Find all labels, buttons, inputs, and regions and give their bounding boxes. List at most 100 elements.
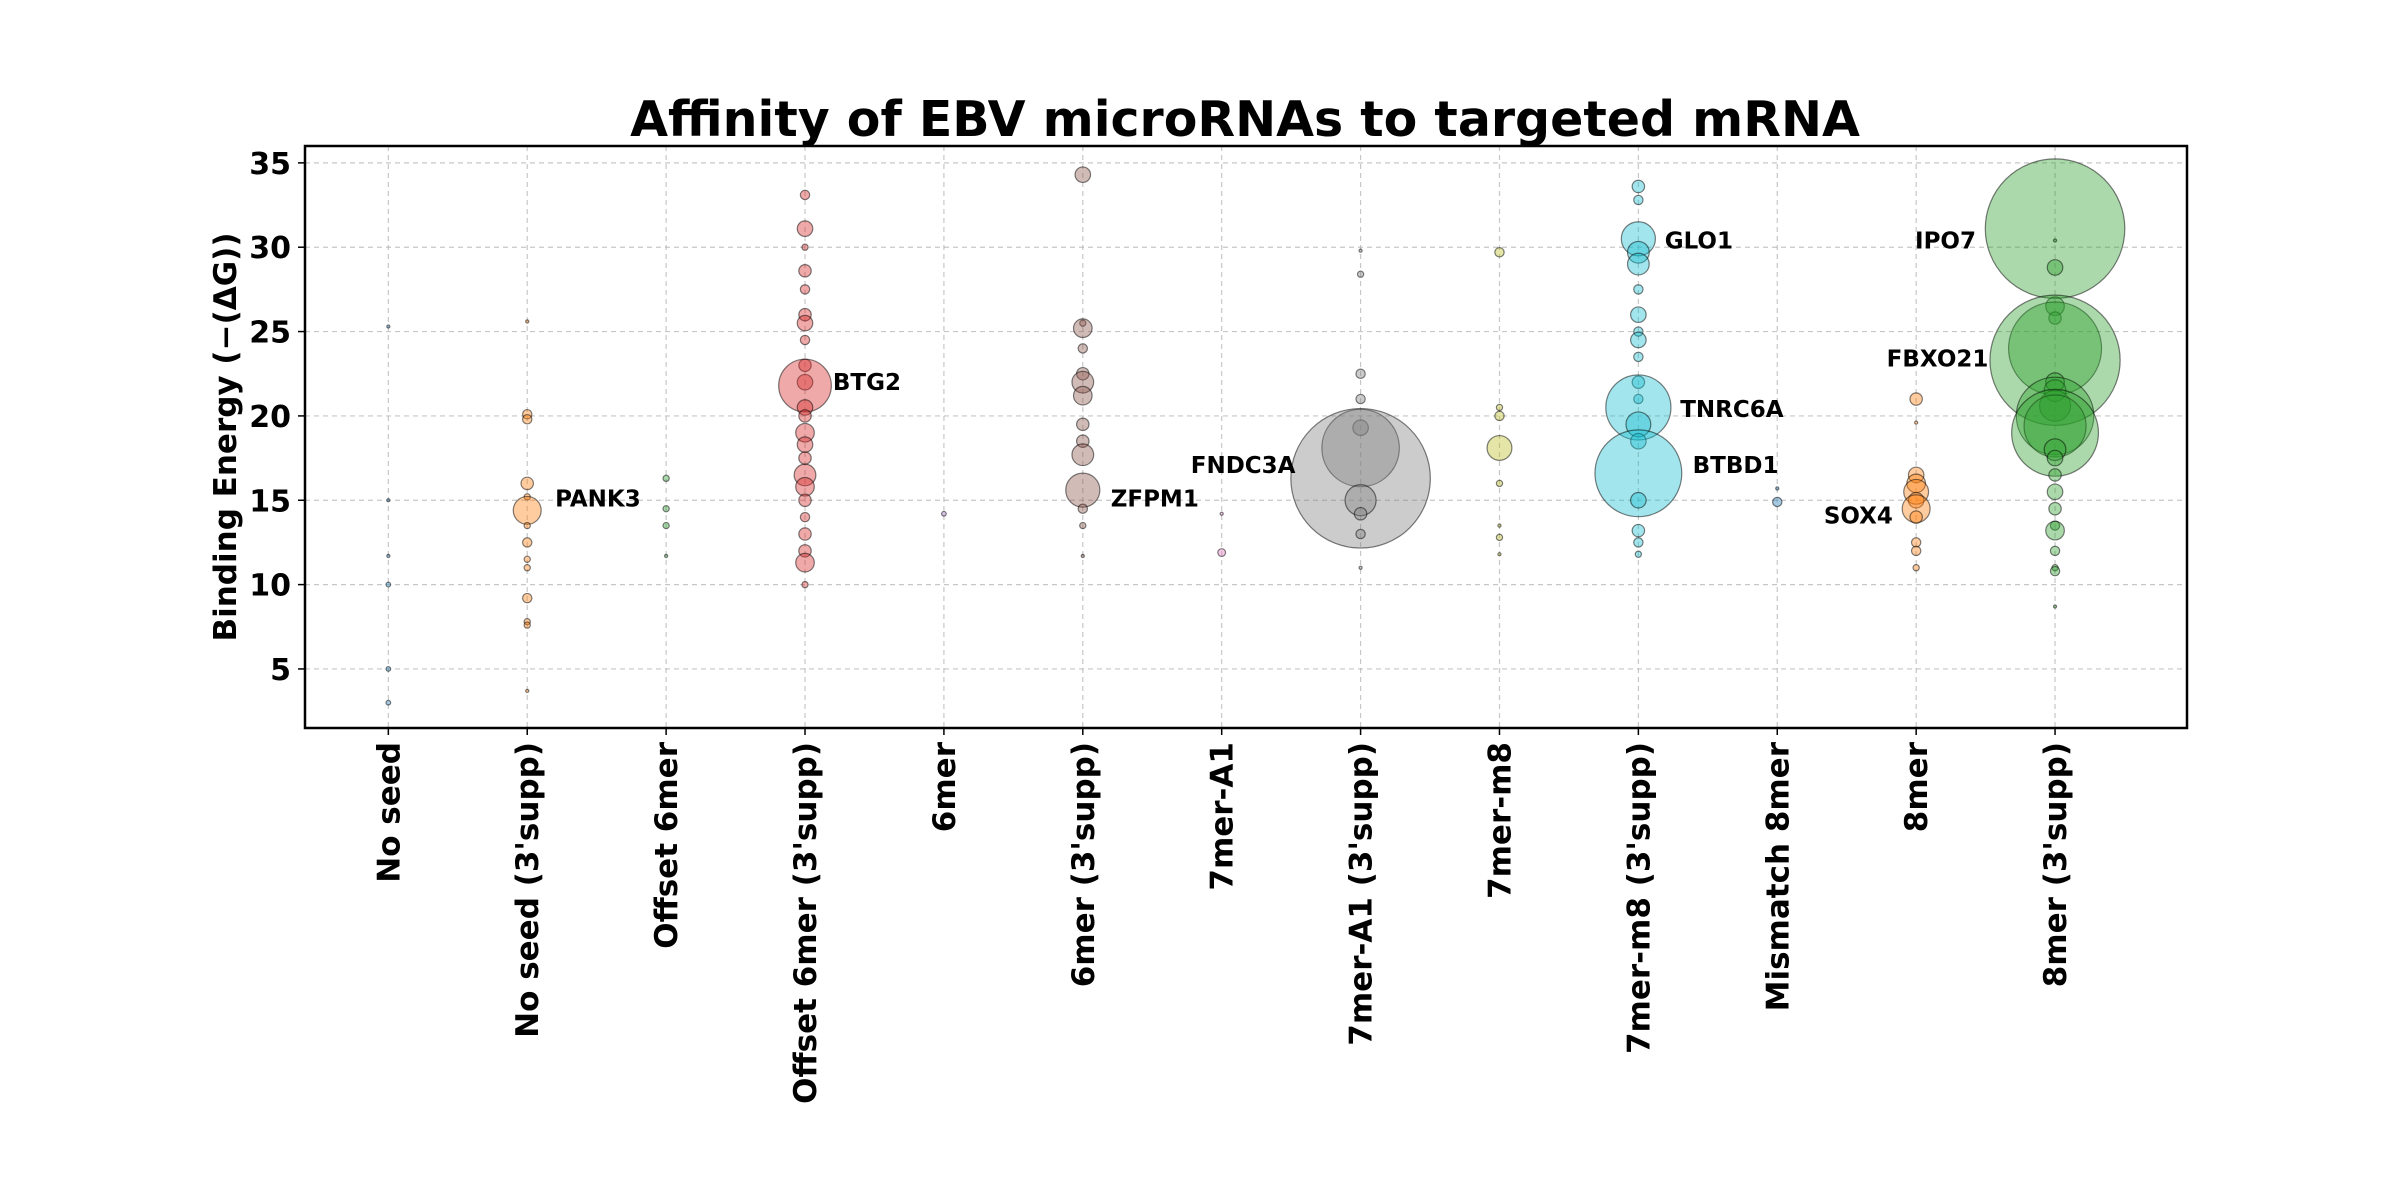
bubble (1076, 417, 1090, 432)
bubble (1634, 550, 1643, 558)
bubble (795, 476, 815, 497)
annotation: SOX4 (1824, 503, 1893, 529)
bubble (662, 474, 670, 483)
bubble (2015, 376, 2095, 456)
bubble (1630, 432, 1647, 450)
bubble (795, 422, 815, 443)
bubble (1630, 306, 1647, 324)
bubble (1358, 248, 1363, 253)
y-tick-label: 5 (270, 653, 291, 688)
bubble (1633, 351, 1644, 363)
annotation: PANK3 (555, 487, 641, 513)
bubble (1630, 331, 1647, 349)
bubble (1909, 392, 1923, 406)
bubble (2046, 259, 2064, 276)
bubble (1079, 521, 1087, 530)
bubble (798, 409, 812, 423)
y-tick-label: 35 (249, 147, 291, 182)
bubble (520, 476, 535, 491)
x-tick-label: 6mer (927, 741, 963, 832)
bubble (386, 553, 391, 559)
bubble (1352, 419, 1369, 437)
bubble (512, 495, 542, 525)
bubble (523, 521, 531, 530)
bubble (940, 510, 947, 517)
bubble (1290, 407, 1431, 549)
y-axis-label: Binding Energy (−(ΔG)) (208, 232, 244, 641)
bubble (521, 414, 533, 425)
x-tick-label: No seed (371, 742, 407, 883)
bubble (796, 373, 814, 391)
bubble (662, 504, 670, 513)
bubble (796, 220, 814, 238)
bubble (2048, 501, 2062, 516)
x-tick-label: 7mer-m8 (3'supp) (1621, 742, 1657, 1054)
annotation: TNRC6A (1680, 397, 1784, 423)
bubble (798, 264, 812, 278)
annotation: ZFPM1 (1111, 487, 1199, 513)
bubble (1633, 393, 1644, 405)
bubble (1486, 434, 1513, 461)
bubble (1605, 374, 1672, 441)
bubble (2038, 389, 2072, 422)
bubble (1495, 403, 1504, 412)
bubble (1631, 179, 1646, 194)
bubble (799, 284, 811, 295)
annotation: BTG2 (833, 370, 901, 396)
bubble (799, 334, 811, 346)
bubble (386, 498, 391, 503)
annotation: FNDC3A (1191, 453, 1296, 479)
bubble (1358, 565, 1363, 570)
bubble (1626, 240, 1650, 264)
bubble (799, 189, 811, 201)
bubble (801, 243, 809, 251)
bubble (386, 324, 391, 329)
bubble (798, 307, 812, 322)
bubble (521, 537, 533, 548)
bubble (1909, 510, 1923, 524)
bubble (1355, 528, 1366, 540)
bubble (1495, 533, 1504, 542)
bubble (1631, 375, 1646, 389)
bubble (1344, 484, 1377, 517)
plot-area (305, 146, 2187, 728)
y-tick-label: 15 (249, 484, 291, 519)
bubble (1907, 466, 1925, 484)
annotation: FBXO21 (1887, 347, 1989, 373)
bubble (1914, 420, 1919, 425)
x-tick-label: 7mer-A1 (3'supp) (1344, 742, 1380, 1046)
bubble (1497, 523, 1502, 528)
x-tick-label: 8mer (1899, 741, 1935, 832)
x-tick-label: 6mer (3'supp) (1066, 742, 1102, 987)
bubble (2011, 388, 2100, 477)
bubble (1355, 393, 1366, 405)
bubble (1594, 429, 1683, 518)
bubble (385, 666, 392, 672)
bubble (1620, 221, 1657, 257)
bubble (1907, 491, 1925, 509)
bubble (778, 358, 832, 413)
bubble (2052, 238, 2058, 243)
x-tick-label: No seed (3'supp) (510, 742, 546, 1038)
x-tick-label: Offset 6mer (649, 741, 685, 948)
x-tick-label: 8mer (3'supp) (2038, 742, 2074, 987)
bubble (1989, 294, 2121, 426)
chart-title: Affinity of EBV microRNAs to targeted mR… (630, 91, 1860, 148)
bubble (2049, 565, 2061, 577)
x-tick-label: Mismatch 8mer (1760, 741, 1796, 1011)
bubble (798, 451, 812, 465)
bubble (1072, 318, 1093, 339)
bubble (1633, 284, 1644, 295)
bubble (1080, 553, 1085, 559)
y-tick-label: 20 (249, 400, 291, 435)
bubble (385, 581, 392, 588)
x-tick-label: 7mer-A1 (1205, 742, 1241, 891)
bubble (523, 621, 531, 629)
bubble (796, 436, 814, 453)
annotation: IPO7 (1915, 228, 1976, 254)
bubble (523, 564, 531, 572)
bubble (2048, 468, 2062, 482)
bubble (1633, 537, 1644, 548)
y-tick-label: 25 (249, 316, 291, 351)
